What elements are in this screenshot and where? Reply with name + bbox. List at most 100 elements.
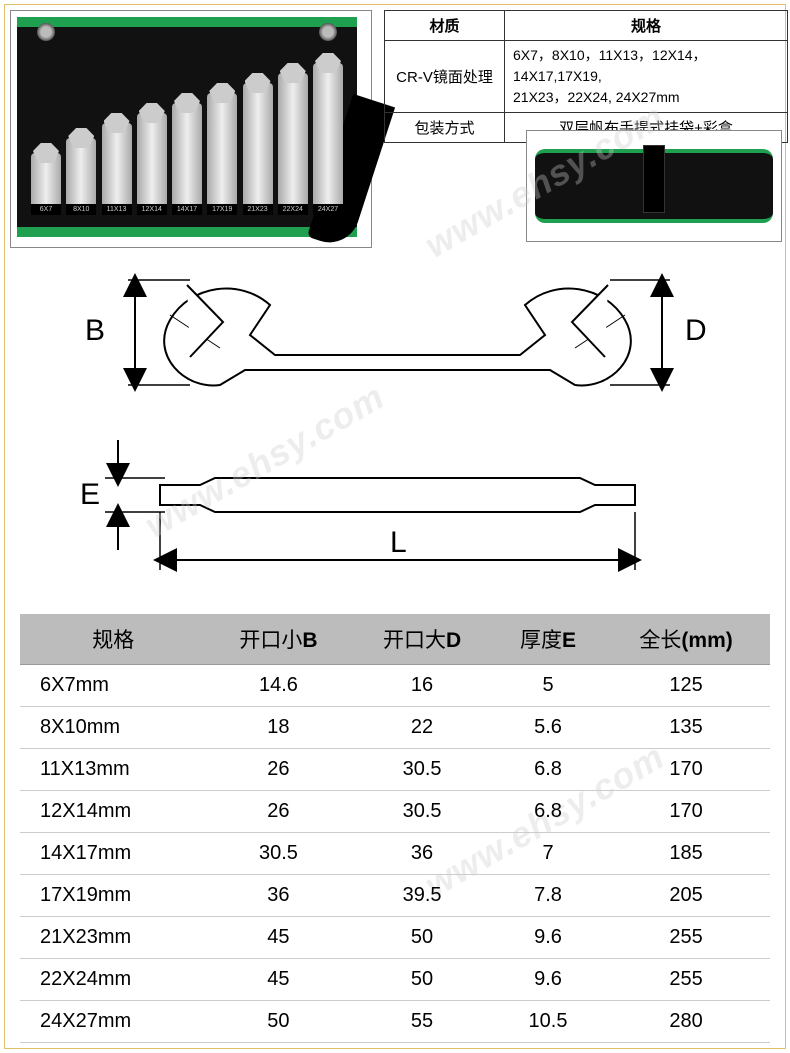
wrench-size-label: 6X7: [31, 204, 61, 215]
column-header: 厚度E: [494, 614, 602, 665]
wrench-icon: 22X24: [278, 73, 308, 213]
table-cell: 6X7mm: [20, 665, 207, 707]
table-cell: 7.8: [494, 875, 602, 917]
table-cell: 5.6: [494, 707, 602, 749]
table-cell: 55: [350, 1001, 494, 1043]
table-cell: 9.6: [494, 917, 602, 959]
wrench-size-label: 22X24: [278, 204, 308, 215]
table-cell: 26: [207, 791, 351, 833]
wrench-icon: 21X23: [243, 83, 273, 213]
column-header: 开口大D: [350, 614, 494, 665]
table-row: 22X24mm45509.6255: [20, 959, 770, 1001]
table-cell: 30.5: [350, 749, 494, 791]
table-cell: 125: [602, 665, 770, 707]
table-cell: 45: [207, 917, 351, 959]
table-cell: 6.8: [494, 749, 602, 791]
spec-label: CR-V镜面处理: [385, 41, 505, 113]
wrench-size-label: 8X10: [66, 204, 96, 215]
table-row: CR-V镜面处理 6X7，8X10，11X13，12X14，14X17,17X1…: [385, 41, 788, 113]
table-cell: 24X27mm: [20, 1001, 207, 1043]
table-row: 12X14mm2630.56.8170: [20, 791, 770, 833]
table-cell: 255: [602, 959, 770, 1001]
spec-value: 规格: [505, 11, 788, 41]
table-header-row: 规格开口小B开口大D厚度E全长(mm): [20, 614, 770, 665]
table-cell: 135: [602, 707, 770, 749]
table-row: 材质 规格: [385, 11, 788, 41]
table-cell: 30.5: [350, 791, 494, 833]
dim-label-e: E: [80, 478, 100, 511]
column-header: 规格: [20, 614, 207, 665]
wrench-icon: 8X10: [66, 138, 96, 213]
wrench-icon: 12X14: [137, 113, 167, 213]
wrench-icon: 6X7: [31, 153, 61, 213]
table-cell: 50: [350, 959, 494, 1001]
table-row: 11X13mm2630.56.8170: [20, 749, 770, 791]
table-cell: 16: [350, 665, 494, 707]
wrench-size-label: 12X14: [137, 204, 167, 215]
table-row: 8X10mm18225.6135: [20, 707, 770, 749]
grommet-icon: [37, 23, 55, 41]
wrench-row: 6X7 8X10 11X13 12X14 14X17 17X19 21X23 22X24 24X…: [31, 43, 343, 213]
table-cell: 9.6: [494, 959, 602, 1001]
column-header: 开口小B: [207, 614, 351, 665]
table-row: 24X27mm505510.5280: [20, 1001, 770, 1043]
table-row: 6X7mm14.6165125: [20, 665, 770, 707]
table-cell: 50: [350, 917, 494, 959]
table-cell: 6.8: [494, 791, 602, 833]
table-cell: 8X10mm: [20, 707, 207, 749]
table-cell: 22: [350, 707, 494, 749]
table-cell: 45: [207, 959, 351, 1001]
table-cell: 36: [207, 875, 351, 917]
wrench-icon: 14X17: [172, 103, 202, 213]
table-cell: 205: [602, 875, 770, 917]
table-row: 17X19mm3639.57.8205: [20, 875, 770, 917]
wrench-icon: 17X19: [207, 93, 237, 213]
table-cell: 14X17mm: [20, 833, 207, 875]
table-cell: 12X14mm: [20, 791, 207, 833]
table-cell: 170: [602, 791, 770, 833]
wrench-size-label: 24X27: [313, 204, 343, 215]
table-cell: 18: [207, 707, 351, 749]
table-cell: 30.5: [207, 833, 351, 875]
dim-label-d: D: [685, 314, 707, 347]
table-cell: 11X13mm: [20, 749, 207, 791]
dimensions-table: 规格开口小B开口大D厚度E全长(mm) 6X7mm14.61651258X10m…: [20, 614, 770, 1043]
pouch-body: 6X7 8X10 11X13 12X14 14X17 17X19 21X23 22X24 24X…: [17, 17, 357, 237]
product-image-open-pouch: 6X7 8X10 11X13 12X14 14X17 17X19 21X23 22X24 24X…: [10, 10, 372, 248]
table-cell: 280: [602, 1001, 770, 1043]
spec-table: 材质 规格 CR-V镜面处理 6X7，8X10，11X13，12X14，14X1…: [384, 10, 788, 143]
product-image-rolled-pouch: [526, 130, 782, 242]
table-cell: 50: [207, 1001, 351, 1043]
table-cell: 39.5: [350, 875, 494, 917]
table-cell: 36: [350, 833, 494, 875]
table-cell: 10.5: [494, 1001, 602, 1043]
spec-label: 包装方式: [385, 113, 505, 143]
table-cell: 26: [207, 749, 351, 791]
table-cell: 21X23mm: [20, 917, 207, 959]
wrench-size-label: 11X13: [102, 204, 132, 215]
table-cell: 17X19mm: [20, 875, 207, 917]
dim-label-b: B: [85, 314, 105, 347]
table-cell: 14.6: [207, 665, 351, 707]
table-cell: 255: [602, 917, 770, 959]
table-row: 14X17mm30.5367185: [20, 833, 770, 875]
column-header: 全长(mm): [602, 614, 770, 665]
wrench-size-label: 14X17: [172, 204, 202, 215]
roll-strap: [643, 145, 665, 213]
table-cell: 170: [602, 749, 770, 791]
dim-label-l: L: [390, 526, 407, 559]
diagram-svg: B D E L: [50, 260, 740, 600]
table-cell: 5: [494, 665, 602, 707]
wrench-icon: 24X27: [313, 63, 343, 213]
table-cell: 22X24mm: [20, 959, 207, 1001]
grommet-icon: [319, 23, 337, 41]
wrench-icon: 11X13: [102, 123, 132, 213]
table-cell: 185: [602, 833, 770, 875]
spec-value: 6X7，8X10，11X13，12X14，14X17,17X19, 21X23，…: [505, 41, 788, 113]
spec-label: 材质: [385, 11, 505, 41]
wrench-size-label: 21X23: [243, 204, 273, 215]
table-row: 21X23mm45509.6255: [20, 917, 770, 959]
wrench-size-label: 17X19: [207, 204, 237, 215]
table-cell: 7: [494, 833, 602, 875]
top-section: 6X7 8X10 11X13 12X14 14X17 17X19 21X23 22X24 24X…: [10, 10, 780, 250]
